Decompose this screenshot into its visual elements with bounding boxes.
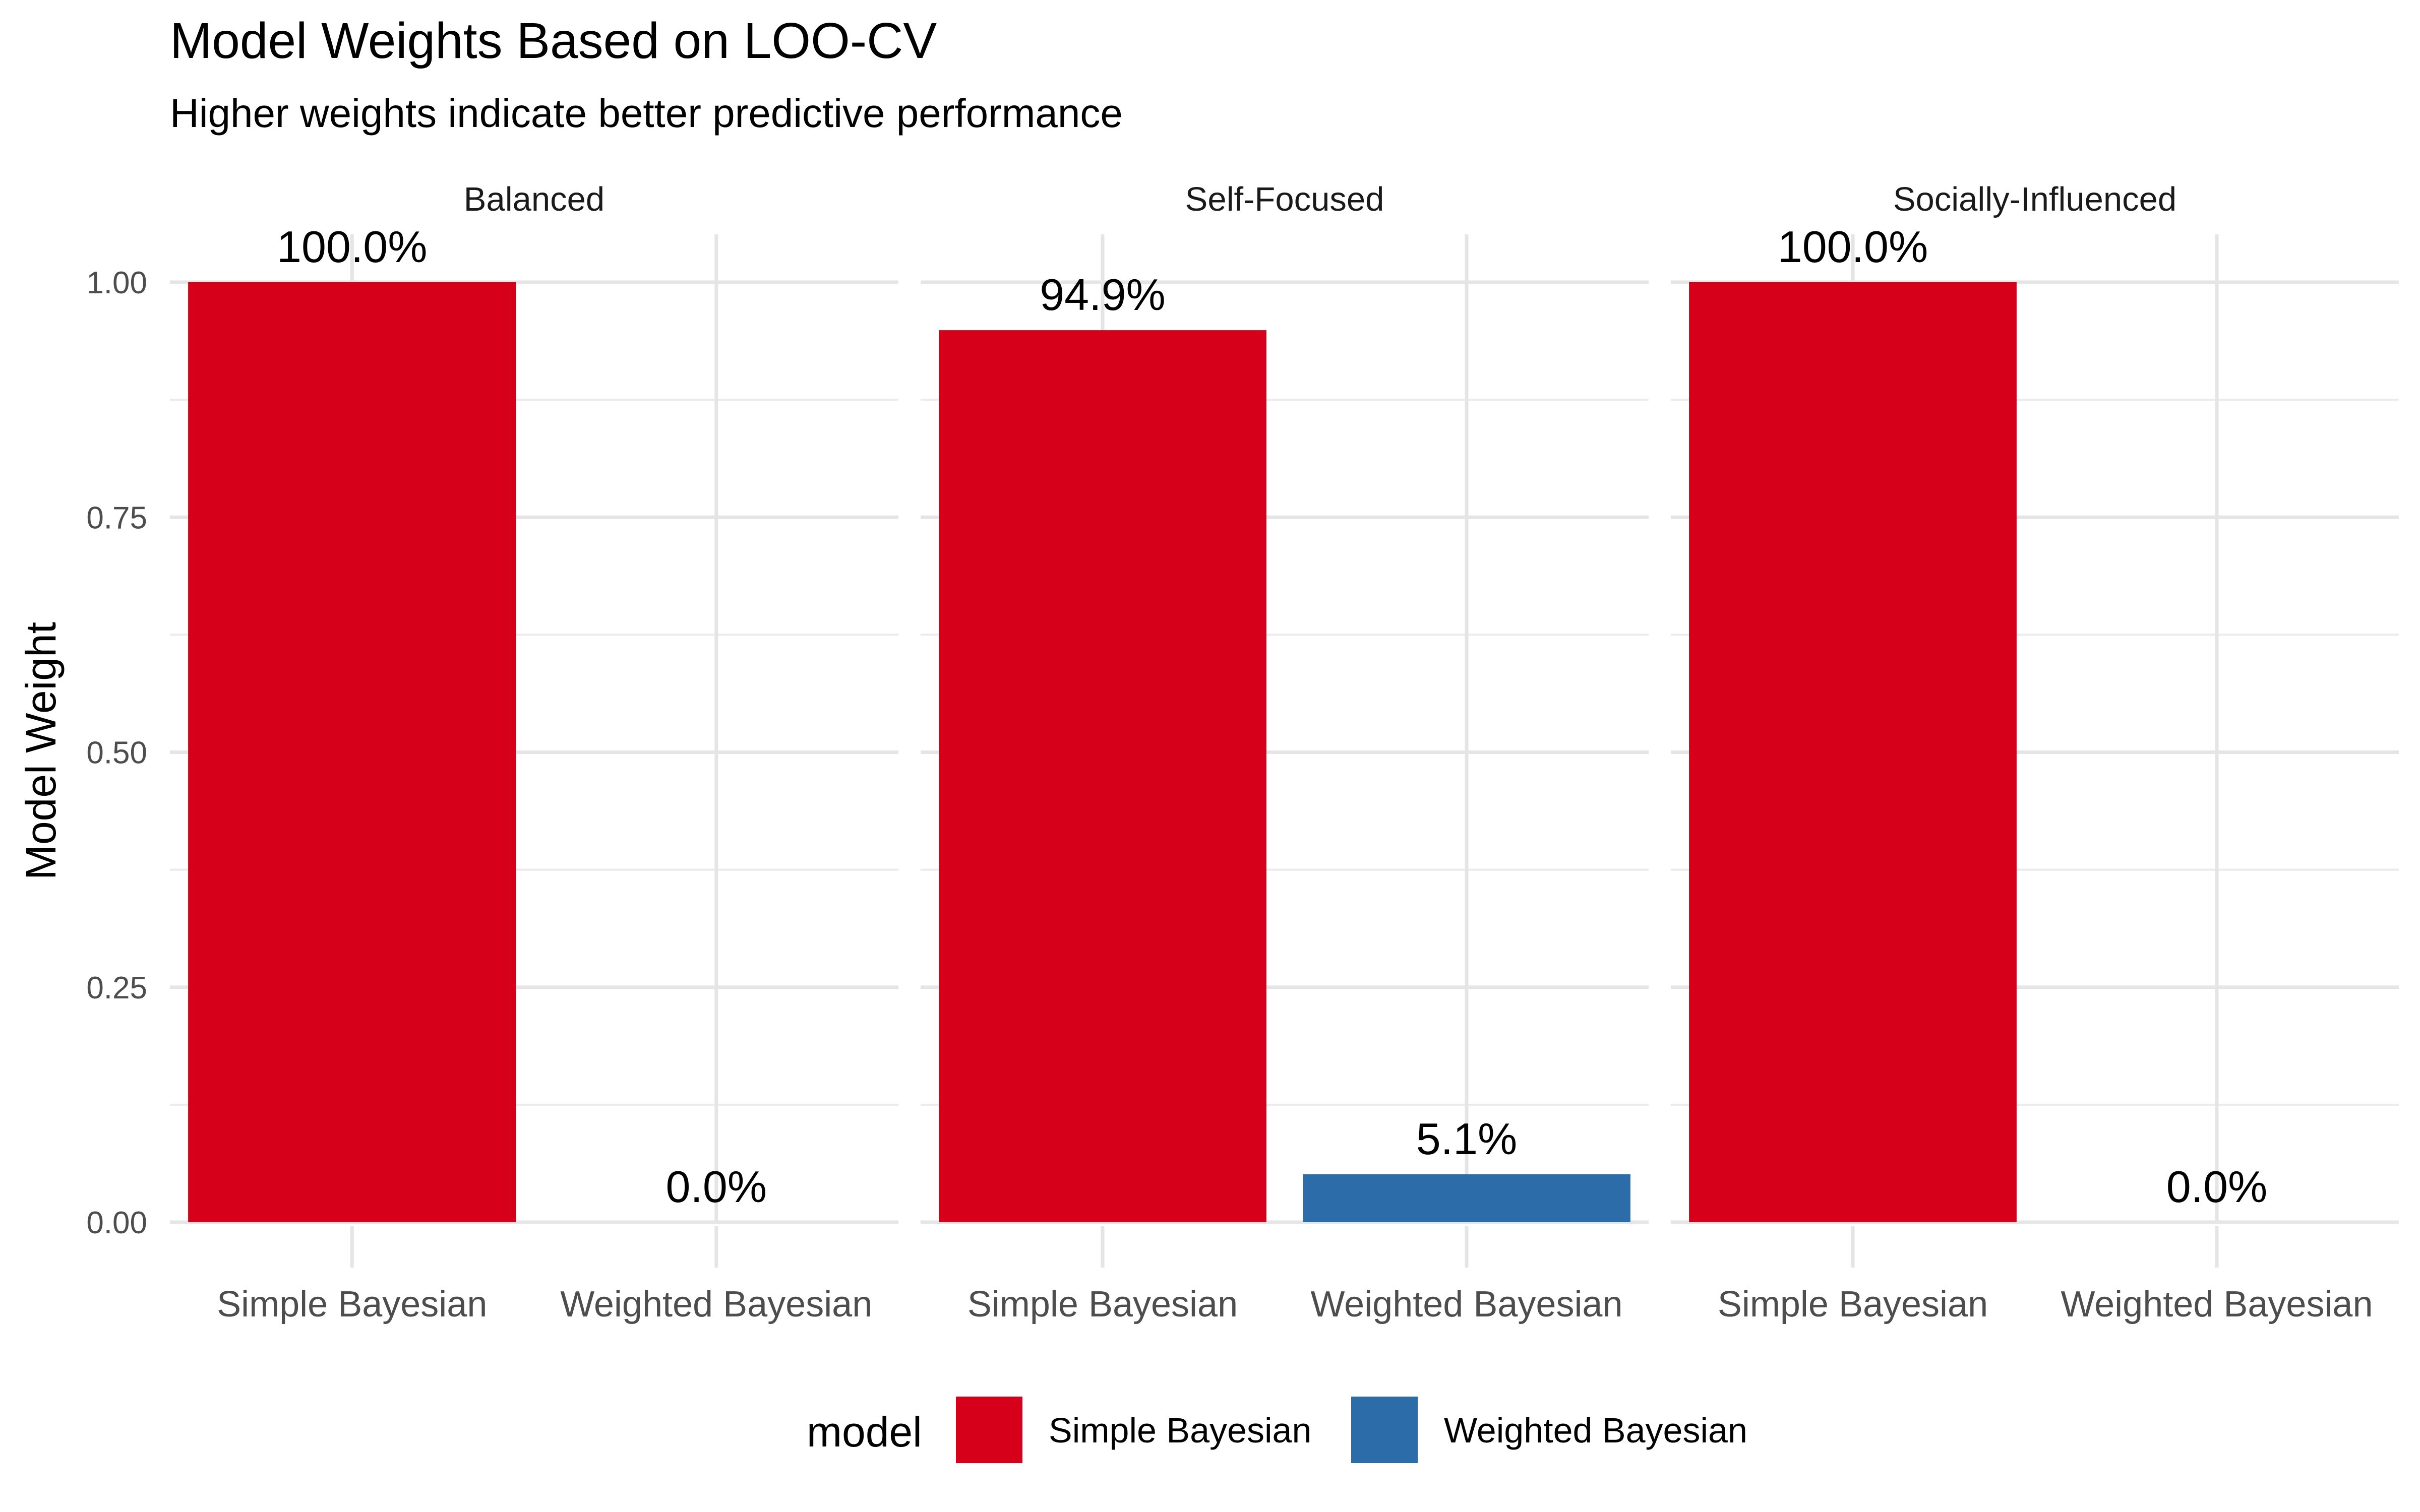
x-tick-label: Weighted Bayesian <box>560 1284 872 1325</box>
legend-title: model <box>807 1408 922 1456</box>
y-tick-label: 0.25 <box>86 971 147 1005</box>
x-tick-label: Weighted Bayesian <box>1310 1284 1622 1325</box>
facet-panels: Balanced 100.0% 0.0% Simple Bayesian Weighte… <box>86 180 2399 1325</box>
bar <box>1689 282 2017 1222</box>
legend-label: Weighted Bayesian <box>1444 1411 1747 1450</box>
bar-value-label: 100.0% <box>277 222 427 272</box>
x-tick-label: Weighted Bayesian <box>2061 1284 2373 1325</box>
bar-value-label: 5.1% <box>1416 1114 1518 1164</box>
y-tick-label: 1.00 <box>86 266 147 300</box>
bar-value-label: 0.0% <box>666 1162 767 1212</box>
legend-key <box>1351 1397 1418 1463</box>
facet-strip-label: Balanced <box>464 180 604 218</box>
bar-value-label: 0.0% <box>2166 1162 2268 1212</box>
facet-panel: Self-Focused 94.9% 5.1% Simple Bayesian Weig… <box>921 180 1649 1325</box>
legend-key <box>956 1397 1022 1463</box>
bar <box>939 330 1266 1222</box>
bar-value-label: 100.0% <box>1778 222 1928 272</box>
x-tick-label: Simple Bayesian <box>1718 1284 1988 1325</box>
facet-strip-label: Socially-Influenced <box>1893 180 2176 218</box>
bar-value-label: 94.9% <box>1040 270 1166 320</box>
bar <box>188 282 516 1222</box>
x-tick-label: Simple Bayesian <box>967 1284 1238 1325</box>
y-axis-title: Model Weight <box>17 622 65 880</box>
x-tick-label: Simple Bayesian <box>217 1284 487 1325</box>
legend-label: Simple Bayesian <box>1049 1411 1311 1450</box>
chart-subtitle: Higher weights indicate better predictiv… <box>170 91 1123 136</box>
facet-panel: Socially-Influenced 100.0% 0.0% Simple Baye… <box>1671 180 2399 1325</box>
facet-strip-label: Self-Focused <box>1185 180 1384 218</box>
y-tick-label: 0.00 <box>86 1206 147 1240</box>
chart-title: Model Weights Based on LOO-CV <box>170 13 937 69</box>
facet-panel: Balanced 100.0% 0.0% Simple Bayesian Weighte… <box>170 180 898 1325</box>
legend: model Simple Bayesian Weighted Bayesian <box>807 1397 1747 1463</box>
y-tick-label: 0.50 <box>86 736 147 771</box>
bar <box>1303 1174 1630 1222</box>
y-tick-label: 0.75 <box>86 500 147 535</box>
